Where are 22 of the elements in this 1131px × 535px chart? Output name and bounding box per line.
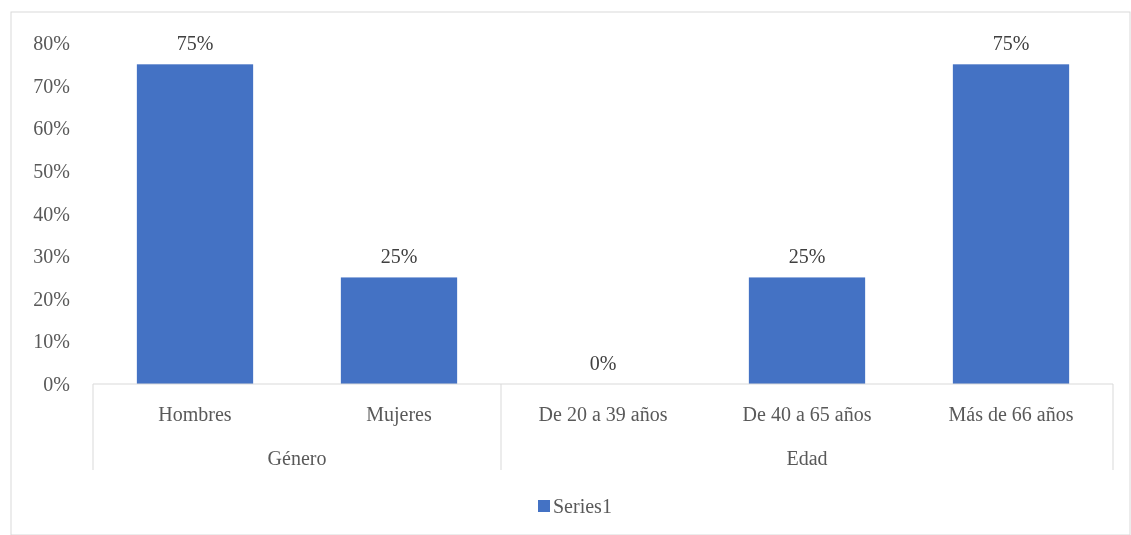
x-tick-label: Más de 66 años bbox=[948, 403, 1074, 425]
y-tick-label: 20% bbox=[33, 287, 70, 310]
text: 25% bbox=[380, 245, 418, 268]
y-tick-label: 70% bbox=[33, 74, 70, 97]
y-tick-label: 40% bbox=[33, 202, 70, 225]
legend-label: Series1 bbox=[553, 495, 612, 517]
y-tick-label: 50% bbox=[33, 159, 70, 182]
x-tick-label: Hombres bbox=[158, 403, 232, 425]
text: 75% bbox=[992, 32, 1030, 55]
y-tick-label: 10% bbox=[33, 330, 70, 353]
text: 75% bbox=[176, 32, 214, 55]
y-tick-label: 0% bbox=[43, 373, 70, 395]
x-tick-label: Mujeres bbox=[366, 403, 432, 426]
text: 25% bbox=[788, 245, 826, 268]
text: Edad bbox=[786, 447, 828, 469]
text: 0% bbox=[589, 352, 617, 374]
y-tick-label: 60% bbox=[33, 117, 70, 140]
y-tick-label: 80% bbox=[33, 32, 70, 54]
y-tick-label: 30% bbox=[33, 245, 70, 268]
x-tick-label: De 20 a 39 años bbox=[538, 403, 668, 425]
x-tick-label: De 40 a 65 años bbox=[742, 403, 872, 425]
text: Género bbox=[267, 447, 327, 469]
